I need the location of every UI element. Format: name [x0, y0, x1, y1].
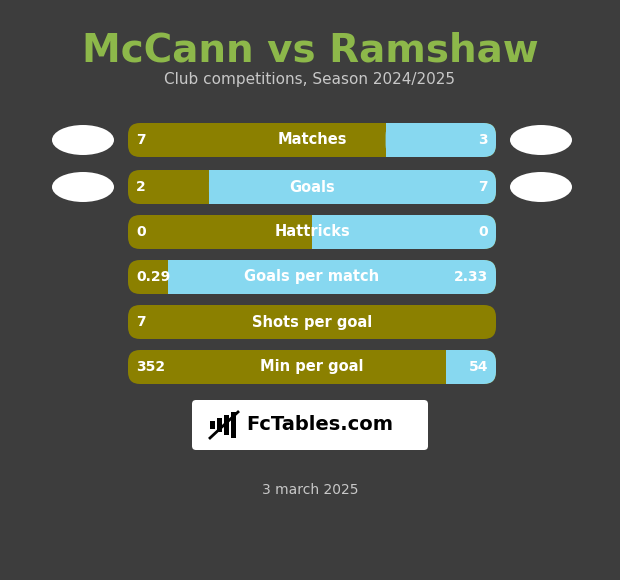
FancyBboxPatch shape: [312, 215, 496, 249]
Text: 0: 0: [136, 225, 146, 239]
FancyBboxPatch shape: [128, 170, 496, 204]
Text: 7: 7: [136, 315, 146, 329]
FancyBboxPatch shape: [128, 260, 496, 294]
Text: 2: 2: [136, 180, 146, 194]
FancyBboxPatch shape: [128, 123, 496, 157]
Text: McCann vs Ramshaw: McCann vs Ramshaw: [82, 32, 538, 70]
Text: Shots per goal: Shots per goal: [252, 314, 372, 329]
FancyBboxPatch shape: [386, 123, 496, 157]
Bar: [386, 123, 400, 157]
Text: Goals: Goals: [289, 179, 335, 194]
Ellipse shape: [52, 125, 114, 155]
Bar: [231, 412, 236, 438]
Text: Club competitions, Season 2024/2025: Club competitions, Season 2024/2025: [164, 72, 456, 87]
Bar: [312, 215, 326, 249]
Bar: [169, 260, 182, 294]
Bar: [209, 170, 223, 204]
FancyBboxPatch shape: [446, 350, 496, 384]
Text: 2.33: 2.33: [454, 270, 488, 284]
Bar: [446, 350, 460, 384]
Text: 0: 0: [479, 225, 488, 239]
Text: FcTables.com: FcTables.com: [247, 415, 394, 434]
FancyBboxPatch shape: [128, 350, 496, 384]
Bar: [210, 421, 215, 429]
Text: 3 march 2025: 3 march 2025: [262, 483, 358, 497]
Text: 7: 7: [136, 133, 146, 147]
FancyBboxPatch shape: [128, 215, 496, 249]
FancyBboxPatch shape: [169, 260, 496, 294]
Text: Hattricks: Hattricks: [274, 224, 350, 240]
Text: 7: 7: [479, 180, 488, 194]
Text: 0.29: 0.29: [136, 270, 170, 284]
Bar: [224, 415, 229, 435]
Text: 54: 54: [469, 360, 488, 374]
Text: 3: 3: [479, 133, 488, 147]
Text: Min per goal: Min per goal: [260, 360, 364, 375]
Ellipse shape: [510, 172, 572, 202]
Text: 352: 352: [136, 360, 165, 374]
Ellipse shape: [510, 125, 572, 155]
Bar: [217, 418, 222, 432]
Text: Goals per match: Goals per match: [244, 270, 379, 285]
Ellipse shape: [52, 172, 114, 202]
Text: Matches: Matches: [277, 132, 347, 147]
FancyBboxPatch shape: [192, 400, 428, 450]
FancyBboxPatch shape: [128, 305, 496, 339]
FancyBboxPatch shape: [209, 170, 496, 204]
